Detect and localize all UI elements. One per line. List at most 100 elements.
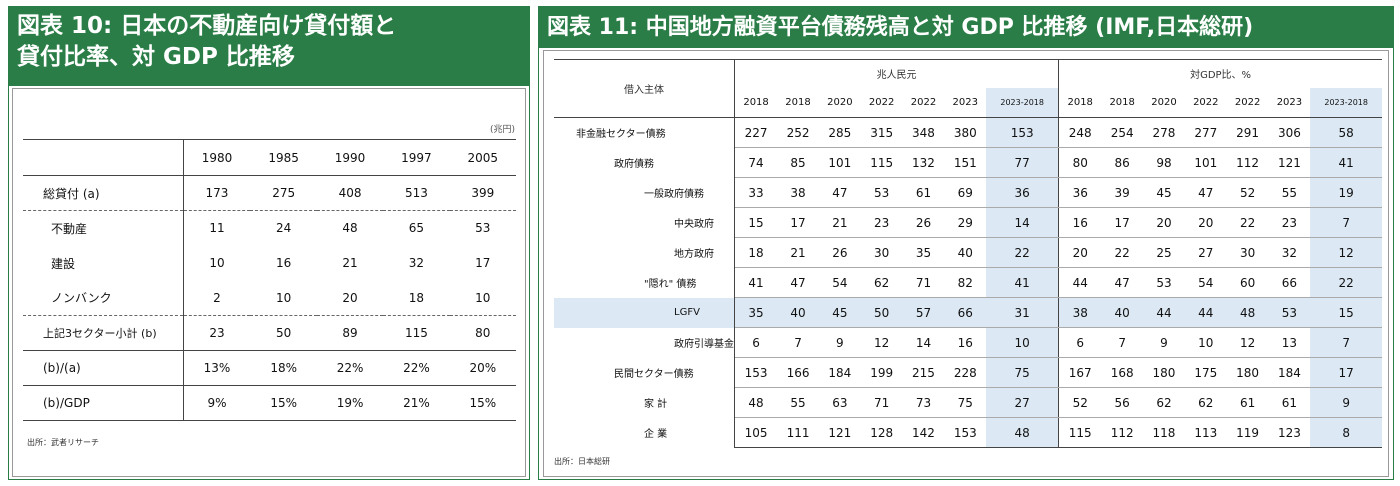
year-header: 2018 (777, 87, 819, 118)
table-row: 中央政府 15 17 21 23 26 29 14 16 17 20 20 22 23 7 (554, 207, 1382, 238)
cell: 21 (818, 207, 861, 238)
cell: 10 (986, 327, 1059, 358)
cell: 21% (383, 385, 450, 421)
cell: 248 (1058, 117, 1102, 148)
row-label: 地方政府 (554, 237, 735, 268)
cell: 75 (944, 387, 987, 418)
cell: 19 (1310, 177, 1382, 208)
cell: 30 (860, 237, 903, 268)
cell: 38 (777, 177, 819, 208)
cell: 48 (986, 417, 1059, 448)
cell: 26 (902, 207, 945, 238)
cell: 80 (449, 315, 516, 351)
group-header-row: 借入主体 兆人民元 対GDP比、% (554, 59, 1382, 118)
figure-10-title: 図表 10: 日本の不動産向け貸付額と 貸付比率、対 GDP 比推移 (9, 7, 529, 86)
cell: 35 (902, 237, 945, 268)
year-header: 2022 (860, 87, 903, 118)
cell: 18 (734, 237, 778, 268)
cell: 48 (1226, 297, 1269, 328)
cell: 75 (986, 357, 1059, 388)
cell: 45 (1143, 177, 1185, 208)
cell: 57 (902, 297, 945, 328)
cell: 128 (860, 417, 903, 448)
cell: 62 (1143, 387, 1185, 418)
column-header: 1997 (383, 139, 450, 176)
year-header-row: 2018 2018 2020 2022 2022 2023 2023-2018 … (554, 87, 1382, 118)
group-header-trillion-yuan: 兆人民元 (733, 59, 1059, 88)
table-row: 政府債務 74 85 101 115 132 151 77 80 86 98 101 112 121 41 (554, 147, 1382, 178)
cell: 115 (860, 147, 903, 178)
cell: 47 (1101, 267, 1144, 298)
cell: 105 (734, 417, 778, 448)
table-row: (b)/GDP 9% 15% 19% 21% 15% (23, 385, 516, 421)
cell: 285 (818, 117, 861, 148)
cell: 20 (1143, 207, 1185, 238)
cell: 17 (475, 256, 491, 270)
row-label: 企 業 (554, 417, 735, 448)
figure-11-table-frame: 借入主体 兆人民元 対GDP比、% 2018 2018 2020 2022 20… (543, 50, 1389, 477)
row-label: 建設 (23, 245, 184, 281)
cell: 44 (1058, 267, 1102, 298)
cell: 69 (944, 177, 987, 208)
year-header: 2022 (1184, 87, 1227, 118)
cell: 9 (1143, 327, 1185, 358)
cell: 36 (986, 177, 1059, 208)
table-row: 非金融セクター債務 227 252 285 315 348 380 153 248 254 278 2… (554, 117, 1382, 148)
row-label: 民間セクター債務 (554, 357, 735, 388)
cell: 306 (1268, 117, 1311, 148)
cell: 45 (818, 297, 861, 328)
row-label: 不動産 (23, 210, 184, 246)
cell: 66 (944, 297, 987, 328)
row-label: 中央政府 (554, 207, 735, 238)
row-label: "隠れ" 債務 (554, 267, 735, 298)
cell: 408 (316, 175, 384, 211)
cell: 2 (183, 280, 251, 316)
cell: 254 (1101, 117, 1144, 148)
cell: 20 (1184, 207, 1227, 238)
cell: 20% (449, 350, 516, 386)
figure-10-title-line1: 図表 10: 日本の不動産向け貸付額と (17, 13, 397, 39)
cell: 14 (986, 207, 1059, 238)
table-row: 不動産 11 24 48 65 53 (23, 210, 516, 246)
cell: 227 (734, 117, 778, 148)
cell: 184 (818, 357, 861, 388)
cell: 62 (1184, 387, 1227, 418)
cell: 278 (1143, 117, 1185, 148)
row-label: 総貸付 (a) (23, 175, 184, 211)
cell: 7 (1310, 327, 1382, 358)
cell: 13% (183, 350, 251, 386)
cell: 26 (818, 237, 861, 268)
table-row: 民間セクター債務 153 166 184 199 215 228 75 167 168 180 175… (554, 357, 1382, 388)
cell: 142 (902, 417, 945, 448)
cell: 173 (183, 175, 251, 211)
year-header: 2018 (1058, 87, 1102, 118)
cell: 53 (860, 177, 903, 208)
cell: 24 (276, 221, 292, 236)
cell: 22 (986, 237, 1059, 268)
cell: 86 (1101, 147, 1144, 178)
cell: 380 (944, 117, 987, 148)
cell: 47 (818, 177, 861, 208)
cell: 10 (449, 280, 516, 316)
cell: 98 (1143, 147, 1185, 178)
cell: 50 (250, 315, 317, 351)
cell: 10 (1184, 327, 1227, 358)
cell: 23 (860, 207, 903, 238)
cell: 30 (1226, 237, 1269, 268)
cell: 55 (1268, 177, 1311, 208)
column-header: 1990 (316, 139, 384, 176)
cell: 22% (316, 350, 384, 386)
cell: 184 (1268, 357, 1311, 388)
cell: 153 (734, 357, 778, 388)
cell: 7 (777, 327, 819, 358)
cell: 61 (1226, 387, 1269, 418)
year-header: 2023-2018 (986, 87, 1059, 118)
cell: 6 (1058, 327, 1102, 358)
cell: 41 (986, 267, 1059, 298)
cell: 101 (1184, 147, 1227, 178)
row-label: 政府引導基金 (554, 327, 735, 358)
cell: 15 (734, 207, 778, 238)
cell: 39 (1101, 177, 1144, 208)
table-row: 総貸付 (a) 173 275 408 513 399 (23, 175, 516, 211)
cell: 22 (1101, 237, 1144, 268)
